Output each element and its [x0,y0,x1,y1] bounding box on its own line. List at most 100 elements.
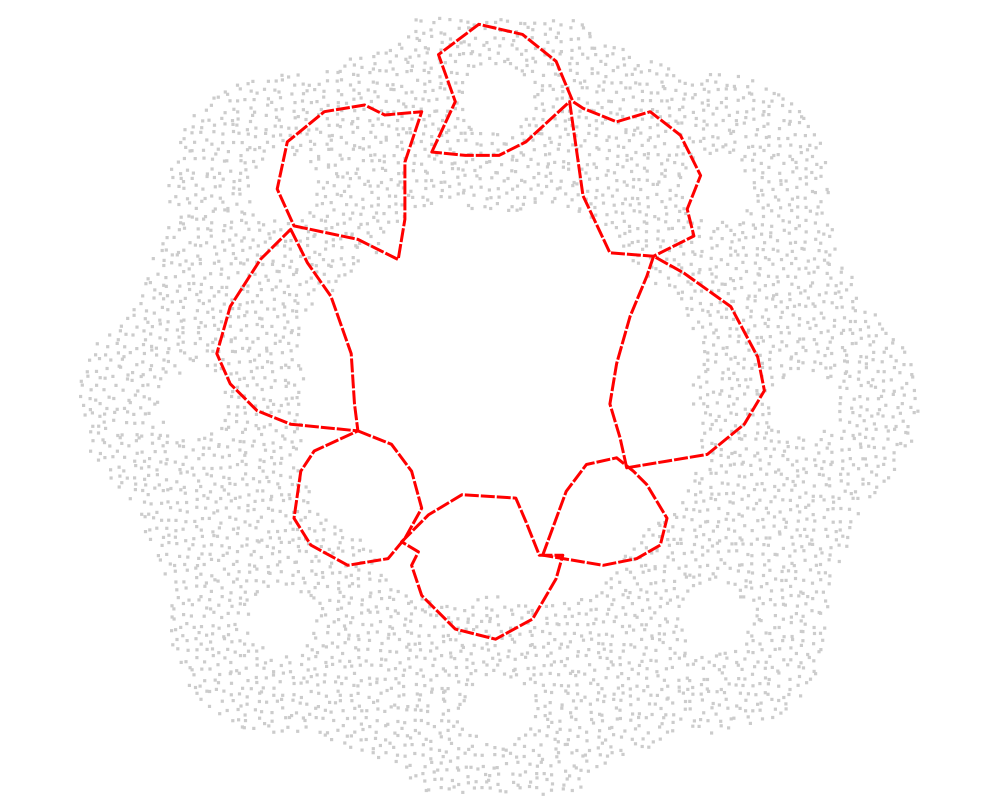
cloud-point [427,99,430,102]
cloud-point [158,319,161,322]
cloud-point [824,528,827,531]
cloud-point [331,289,334,292]
cloud-point [547,725,550,728]
cloud-point [363,183,366,186]
cloud-point [391,83,394,86]
cloud-point [352,88,355,91]
cloud-point [307,293,310,296]
cloud-point [861,483,864,486]
cloud-point [141,294,144,297]
cloud-point [260,556,263,559]
cloud-point [314,586,317,589]
cloud-point [560,40,563,43]
cloud-point [737,75,740,78]
cloud-point [726,707,729,710]
cloud-point [540,191,543,194]
cloud-point [397,706,400,709]
cloud-point [424,765,427,768]
cloud-point [292,446,295,449]
cloud-point [147,474,150,477]
cloud-point [174,628,177,631]
cloud-point [738,475,741,478]
cloud-point [567,162,570,165]
cloud-point [503,606,506,609]
cloud-point [804,559,807,562]
cloud-point [638,210,641,213]
cloud-point [738,384,741,387]
cloud-point [756,128,759,131]
cloud-point [403,624,406,627]
cloud-point [852,497,855,500]
cloud-point [631,712,634,715]
cloud-point [676,638,679,641]
cloud-point [165,248,168,251]
cloud-point [899,412,902,415]
cloud-point [438,17,441,20]
cloud-point [813,626,816,629]
cloud-point [749,722,752,725]
cloud-point [570,49,573,52]
cloud-point [594,618,597,621]
cloud-point [682,252,685,255]
cloud-point [220,427,223,430]
cloud-point [721,482,724,485]
cloud-point [790,209,793,212]
cloud-point [889,355,892,358]
cloud-point [192,274,195,277]
cloud-point [872,351,875,354]
cloud-point [768,412,771,415]
cloud-point [165,553,168,556]
cloud-point [566,657,569,660]
cloud-point [283,326,286,329]
cloud-point [179,172,182,175]
cloud-point [129,497,132,500]
cloud-point [182,270,185,273]
cloud-point [219,522,222,525]
cloud-point [433,770,436,773]
cloud-point [330,711,333,714]
cloud-point [623,220,626,223]
cloud-point [246,537,249,540]
cloud-point [261,325,264,328]
cloud-point [203,563,206,566]
cloud-point [213,324,216,327]
cloud-point [344,232,347,235]
cloud-point [352,98,355,101]
cloud-point [426,171,429,174]
cloud-point [394,609,397,612]
cloud-point [634,81,637,84]
cloud-point [812,529,815,532]
cloud-point [324,709,327,712]
cloud-point [129,351,132,354]
cloud-point [709,497,712,500]
cloud-point [214,185,217,188]
cloud-point [649,136,652,139]
cloud-point [109,468,112,471]
cloud-point [774,577,777,580]
cloud-point [356,684,359,687]
cloud-point [778,127,781,130]
cloud-point [231,123,234,126]
cloud-point [433,725,436,728]
cloud-point [337,600,340,603]
cloud-point [505,192,508,195]
cloud-point [532,117,535,120]
cloud-point [892,338,895,341]
cloud-point [819,495,822,498]
cloud-point [463,609,466,612]
cloud-point [373,153,376,156]
cloud-point [465,161,468,164]
cloud-point [800,644,803,647]
cloud-point [257,337,260,340]
cloud-point [619,749,622,752]
cloud-point [684,700,687,703]
cloud-point [239,704,242,707]
cloud-point [545,778,548,781]
cloud-point [345,677,348,680]
cloud-point [166,294,169,297]
cloud-point [321,607,324,610]
cloud-point [253,565,256,568]
cloud-point [409,736,412,739]
cloud-point [734,424,737,427]
cloud-point [616,113,619,116]
